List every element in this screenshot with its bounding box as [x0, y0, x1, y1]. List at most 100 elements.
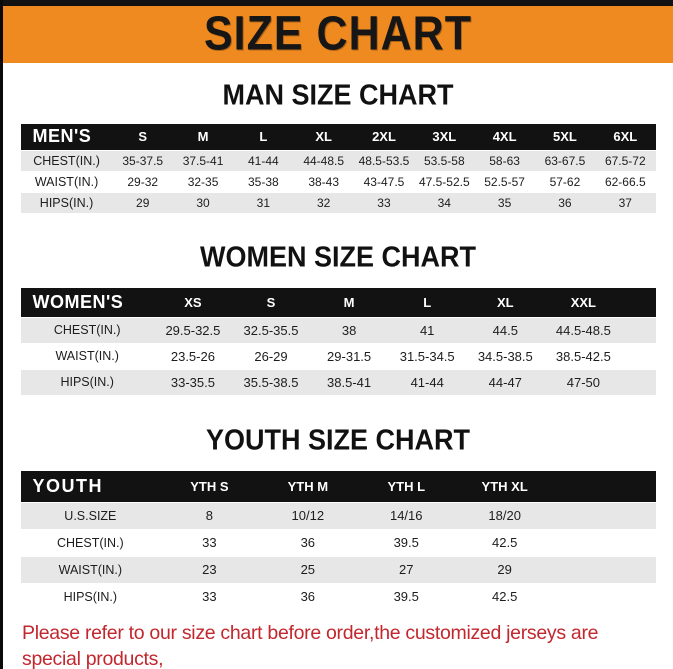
value-cell: 39.5 [393, 589, 419, 605]
value-cell: 36 [300, 589, 316, 605]
size-column-header: S [112, 124, 173, 150]
value-cell: 25 [300, 562, 316, 577]
table-row: HIPS(IN.) 33-35.5 35.5-38.5 38.5-41 41-44 44-… [20, 369, 656, 395]
value-cell: 29.5-32.5 [165, 322, 221, 338]
value-cell: 35 [497, 195, 512, 210]
value-cell: 38-43 [308, 174, 340, 189]
size-column-header: 2XL [353, 124, 415, 150]
row-label-cell: CHEST(IN.) [53, 323, 121, 337]
table-title-cell: YOUTH [20, 471, 161, 502]
value-cell: 58-63 [489, 153, 520, 168]
men-size-table-container: MEN'S S M L XL 2XL 3XL 4XL 5XL 6XL CHEST(IN.) 35-37… [3, 124, 673, 213]
value-cell: 44.5-48.5 [555, 322, 611, 338]
value-cell: 42.5 [492, 589, 518, 605]
size-table: YOUTH YTH S YTH M YTH L YTH XL U.S.SIZE 8 10/12… [20, 471, 656, 610]
women-size-table-container: WOMEN'S XS S M L XL XXL CHEST(IN.) 29.5-32.5 32.5… [3, 288, 673, 395]
value-cell: 43-47.5 [363, 174, 405, 189]
value-cell: 41 [419, 322, 435, 338]
size-column-header: M [310, 288, 389, 317]
size-column-header: XL [466, 288, 545, 317]
row-label-cell: WAIST(IN.) [58, 562, 123, 577]
size-column-header: YTH M [258, 471, 358, 502]
value-cell: 62-66.5 [604, 174, 646, 189]
spacer-cell [554, 502, 656, 529]
value-cell: 29-31.5 [327, 348, 372, 364]
table-title-cell: WOMEN'S [20, 288, 154, 317]
youth-section-heading: YOUTH SIZE CHART [205, 424, 470, 456]
spacer-cell [622, 369, 655, 395]
value-cell: 41-44 [248, 153, 279, 168]
section-women-size-chart: WOMEN SIZE CHART WOMEN'S XS S M L XL XXL CHEST(… [3, 241, 673, 395]
row-label-cell: U.S.SIZE [64, 508, 117, 523]
value-cell: 36 [300, 535, 316, 550]
top-border-strip [3, 0, 673, 6]
size-column-header: 4XL [474, 124, 535, 150]
value-cell: 35-38 [248, 174, 279, 189]
value-cell: 39.5 [393, 535, 419, 550]
value-cell: 47.5-52.5 [418, 174, 470, 189]
spacer-cell [622, 343, 655, 369]
size-table: MEN'S S M L XL 2XL 3XL 4XL 5XL 6XL CHEST(IN.) 35-37… [20, 124, 656, 213]
section-youth-size-chart: YOUTH SIZE CHART YOUTH YTH S YTH M YTH L YTH… [3, 424, 673, 610]
table-row: CHEST(IN.) 29.5-32.5 32.5-35.5 38 41 44.5 44.5… [20, 317, 656, 343]
value-cell: 36 [558, 195, 572, 210]
value-cell: 48.5-53.5 [358, 153, 410, 168]
size-column-header: 5XL [534, 124, 596, 150]
table-row: CHEST(IN.) 35-37.5 37.5-41 41-44 44-48.5 48.5… [20, 150, 656, 171]
value-cell: 10/12 [291, 508, 325, 523]
value-cell: 38 [341, 322, 357, 338]
size-table: WOMEN'S XS S M L XL XXL CHEST(IN.) 29.5-32.5 32.5… [20, 288, 656, 395]
value-cell: 35.5-38.5 [243, 374, 299, 390]
value-cell: 26-29 [254, 348, 288, 364]
size-column-header: M [172, 124, 234, 150]
youth-size-table-container: YOUTH YTH S YTH M YTH L YTH XL U.S.SIZE 8 10/12… [3, 471, 673, 610]
row-label-cell: WAIST(IN.) [34, 174, 99, 189]
value-cell: 37.5-41 [182, 153, 224, 168]
value-cell: 35-37.5 [122, 153, 164, 168]
value-cell: 33 [202, 535, 217, 550]
value-cell: 63-67.5 [544, 153, 586, 168]
spacer-cell [622, 317, 655, 343]
value-cell: 27 [399, 562, 414, 577]
footer-line-1: Please refer to our size chart before or… [22, 622, 599, 669]
size-column-header: L [233, 124, 294, 150]
value-cell: 44-47 [488, 374, 522, 390]
value-cell: 52.5-57 [484, 174, 525, 189]
row-label-cell: CHEST(IN.) [57, 535, 124, 550]
value-cell: 44.5 [492, 322, 518, 338]
value-cell: 44-48.5 [303, 153, 345, 168]
value-cell: 31.5-34.5 [399, 348, 455, 364]
size-column-header: 6XL [595, 124, 656, 150]
value-cell: 23.5-26 [170, 348, 215, 364]
spacer-header-cell [622, 288, 656, 317]
size-column-header: XL [293, 124, 354, 150]
size-column-header: L [388, 288, 467, 317]
value-cell: 29-32 [127, 174, 159, 189]
table-title-cell: MEN'S [20, 124, 113, 150]
row-label-cell: CHEST(IN.) [33, 153, 100, 168]
spacer-cell [554, 529, 656, 556]
table-row: WAIST(IN.) 23 25 27 29 [20, 556, 656, 583]
table-row: WAIST(IN.) 23.5-26 26-29 29-31.5 31.5-34.5 34… [20, 343, 656, 369]
value-cell: 47-50 [566, 374, 600, 390]
table-header-row: MEN'S S M L XL 2XL 3XL 4XL 5XL 6XL [20, 124, 656, 150]
value-cell: 33-35.5 [170, 374, 215, 390]
value-cell: 38.5-41 [327, 374, 372, 390]
title-banner: SIZE CHART [3, 6, 673, 63]
value-cell: 42.5 [492, 535, 518, 550]
size-column-header: XXL [544, 288, 623, 317]
value-cell: 41-44 [410, 374, 444, 390]
size-column-header: 3XL [414, 124, 475, 150]
value-cell: 33 [377, 195, 391, 210]
value-cell: 67.5-72 [604, 153, 646, 168]
women-section-heading: WOMEN SIZE CHART [200, 241, 476, 273]
value-cell: 31 [256, 195, 271, 210]
table-header-row: WOMEN'S XS S M L XL XXL [20, 288, 656, 317]
value-cell: 30 [196, 195, 210, 210]
size-column-header: YTH XL [455, 471, 554, 502]
value-cell: 29 [136, 195, 150, 210]
value-cell: 18/20 [488, 508, 521, 523]
size-column-header: XS [153, 288, 232, 317]
value-cell: 57-62 [549, 174, 581, 189]
